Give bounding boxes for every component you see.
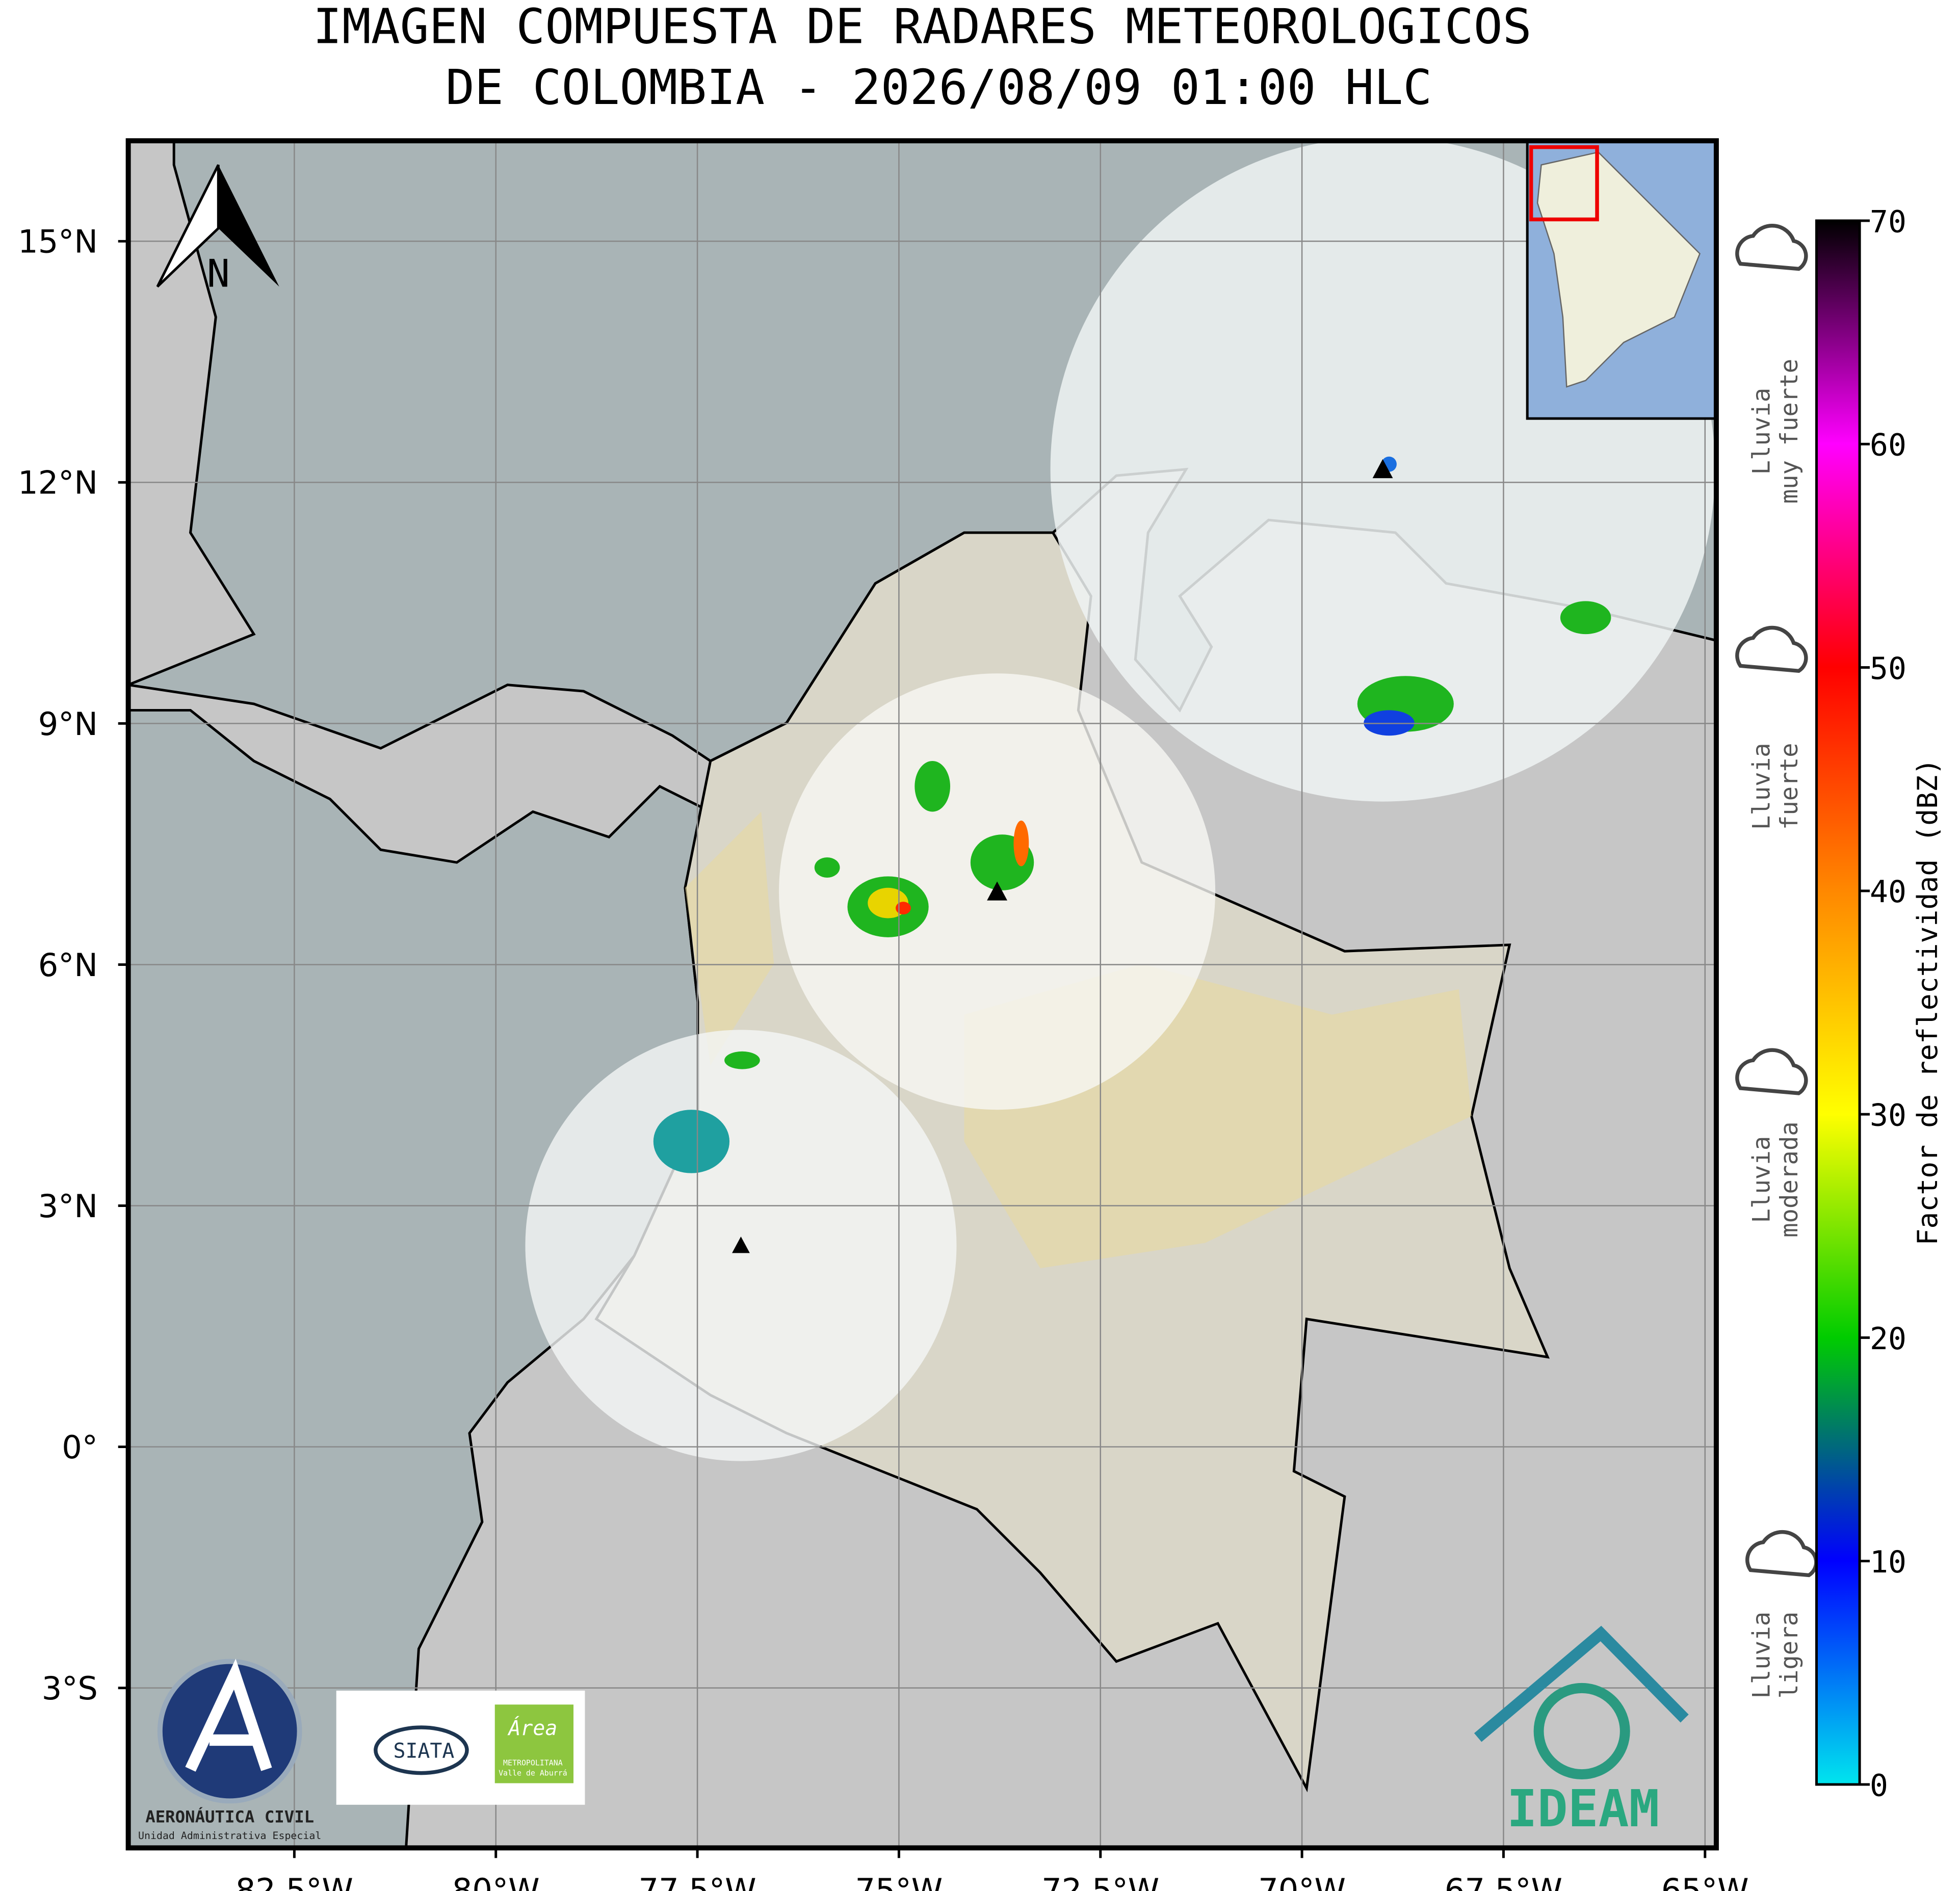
legend-label: fuerte (1775, 743, 1804, 830)
colorbar (1815, 219, 1861, 1786)
logo-text: Unidad Administrativa Especial (138, 1830, 321, 1842)
legend-label: moderada (1775, 1121, 1804, 1238)
echoes (653, 456, 1611, 1173)
y-tick-label: 12°N (18, 464, 98, 502)
north-label: N (207, 251, 230, 296)
legend-icons (1735, 224, 1818, 1578)
logo-text: SIATA (393, 1740, 454, 1763)
radar-sites (732, 459, 1393, 1253)
colorbar-tick-label: 60 (1870, 428, 1906, 463)
legend-label: muy fuerte (1775, 359, 1804, 504)
x-tick-label: 65°W (1661, 1872, 1749, 1891)
y-tick-label: 3°N (38, 1188, 98, 1225)
legend-label: Lluvia (1747, 388, 1775, 475)
colorbar-tick-label: 0 (1870, 1768, 1888, 1803)
colorbar-tick-label: 40 (1870, 875, 1906, 910)
colorbar-tick-label: 30 (1870, 1098, 1906, 1134)
y-tick-label: 9°N (38, 705, 98, 743)
map-frame (125, 138, 1719, 1851)
x-tick-label: 70°W (1258, 1872, 1346, 1891)
title-line: IMAGEN COMPUESTA DE RADARES METEOROLOGIC… (313, 0, 1532, 55)
legend-label: ligera (1775, 1612, 1804, 1699)
logo-text: AERONÁUTICA CIVIL (145, 1807, 314, 1827)
x-tick-label: 77.5°W (639, 1872, 756, 1891)
y-tick-label: 15°N (18, 223, 98, 260)
grid (128, 141, 1716, 1848)
colorbar-tick-label: 50 (1870, 651, 1906, 687)
colorbar-label: Factor de reflectividad (dBZ) (1911, 758, 1944, 1246)
colorbar-tick-label: 70 (1870, 204, 1906, 240)
colorbar-tick-label: 20 (1870, 1322, 1906, 1357)
x-tick-label: 82.5°W (236, 1872, 353, 1891)
x-tick-label: 80°W (452, 1872, 540, 1891)
legend-label: Lluvia (1747, 1612, 1775, 1699)
land (128, 141, 256, 687)
logo-text: METROPOLITANA (503, 1758, 563, 1768)
inset-extent (1529, 145, 1599, 222)
x-tick-label: 75°W (855, 1872, 943, 1891)
y-tick-label: 6°N (38, 947, 98, 984)
legend-label: Lluvia (1747, 743, 1775, 830)
logo-text: Área (507, 1716, 557, 1740)
colorbar-tick-label: 10 (1870, 1545, 1906, 1580)
legend-label: Lluvia (1747, 1136, 1775, 1223)
y-tick-label: 0° (62, 1429, 98, 1466)
y-tick-label: 3°S (42, 1670, 98, 1707)
axis-ticks: 82.5°W 80°W 77.5°W 75°W 72.5°W 70°W 67.5°W 65°W… (18, 223, 1748, 1891)
x-tick-label: 67.5°W (1445, 1872, 1562, 1891)
inset-land (1536, 151, 1701, 388)
map-area: N AERONÁUTICA CIVIL Unidad Administrativ… (128, 141, 1716, 1848)
logo-text: Valle de Aburrá (499, 1769, 567, 1778)
siata-area-logo: SIATA Área METROPOLITANA Valle de Aburrá (336, 1690, 585, 1805)
ideam-logo: IDEAM (1474, 1625, 1689, 1839)
logo-text: IDEAM (1507, 1780, 1660, 1839)
x-tick-label: 72.5°W (1041, 1872, 1159, 1891)
aerocivil-logo: AERONÁUTICA CIVIL Unidad Administrativa … (138, 1659, 321, 1842)
title-line: DE COLOMBIA - 2026/08/09 01:00 HLC (446, 60, 1432, 116)
